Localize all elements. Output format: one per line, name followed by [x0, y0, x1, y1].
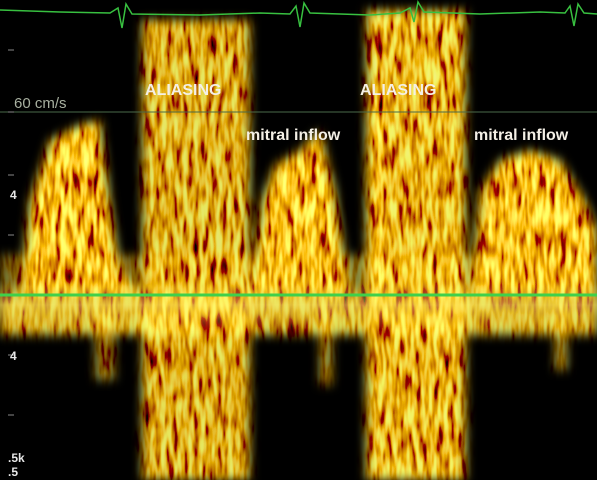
left-tick-label: 4: [10, 188, 17, 202]
mitral-inflow-label: mitral inflow: [246, 127, 341, 144]
spectral-signal: [0, 0, 597, 480]
bottom-label: .5: [8, 465, 18, 479]
bottom-label: .5k: [8, 451, 25, 465]
baseline-glow: [0, 280, 597, 330]
aliasing-label: ALIASING: [360, 82, 436, 99]
doppler-screen: 60 cm/s ALIASING ALIASING mitral inflow …: [0, 0, 597, 480]
left-tick-label: 4: [10, 349, 17, 363]
aliasing-label: ALIASING: [145, 82, 221, 99]
scale-label: 60 cm/s: [14, 95, 67, 112]
mitral-inflow-label: mitral inflow: [474, 127, 569, 144]
